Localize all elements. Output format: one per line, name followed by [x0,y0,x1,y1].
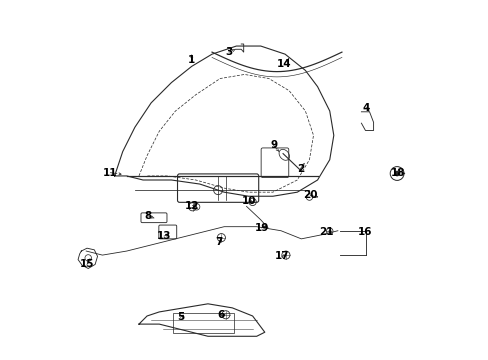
Text: 18: 18 [390,168,405,178]
Text: 9: 9 [269,140,277,150]
Text: 15: 15 [80,260,94,269]
Text: 14: 14 [276,59,291,69]
Text: 3: 3 [225,47,232,57]
Text: 16: 16 [358,227,372,237]
Text: 2: 2 [296,164,304,174]
Text: 1: 1 [188,55,195,65]
Text: 5: 5 [176,312,183,322]
Text: 7: 7 [215,237,223,247]
Text: 6: 6 [217,310,224,320]
Text: 13: 13 [157,231,171,241]
Text: 17: 17 [274,251,288,261]
Text: 12: 12 [185,201,200,211]
Text: 4: 4 [362,103,369,113]
Text: 10: 10 [242,196,256,206]
Bar [173,313,234,333]
Text: 19: 19 [254,223,268,233]
Text: 21: 21 [319,227,333,237]
Circle shape [393,171,399,176]
Text: 11: 11 [103,168,118,178]
Text: 20: 20 [303,190,317,201]
Text: 8: 8 [144,211,151,221]
